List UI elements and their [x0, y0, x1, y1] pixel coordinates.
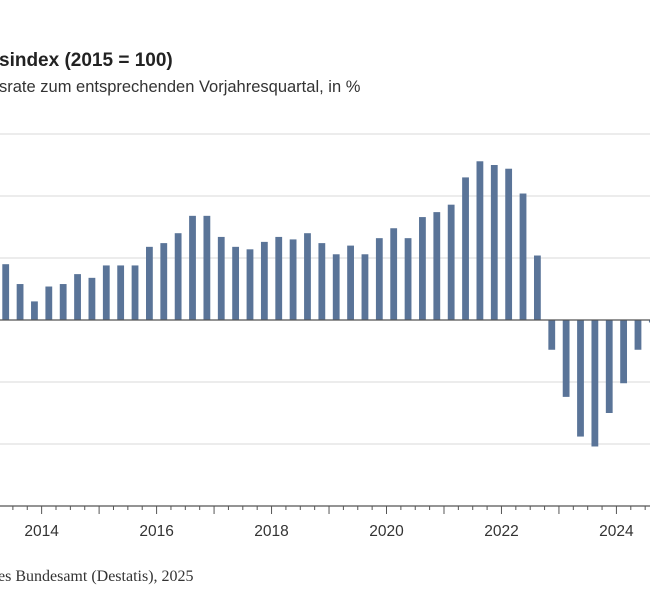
- bar: [620, 320, 628, 384]
- bar: [648, 320, 650, 323]
- bar: [117, 265, 125, 320]
- x-tick-label: 2018: [254, 523, 288, 540]
- chart-title: sindex (2015 = 100): [0, 50, 173, 71]
- bar: [462, 177, 469, 320]
- bar: [375, 238, 383, 320]
- bar: [548, 320, 556, 350]
- bar: [203, 215, 211, 320]
- bar: [519, 193, 527, 320]
- bar: [16, 284, 24, 320]
- x-tick-label: 2020: [369, 523, 404, 540]
- bar: [490, 165, 498, 320]
- bar: [74, 274, 81, 320]
- bar: [347, 245, 354, 320]
- bar: [505, 168, 513, 320]
- bar: [31, 301, 38, 320]
- bar: [275, 236, 283, 320]
- bar: [189, 215, 196, 320]
- bar: [131, 265, 139, 320]
- bar: [174, 233, 182, 320]
- bar: [390, 228, 398, 320]
- bar: [146, 246, 153, 320]
- bar: [2, 264, 10, 320]
- bar: [533, 255, 541, 320]
- bar: [634, 320, 642, 350]
- bar: [217, 236, 225, 320]
- chart-subtitle: srate zum entsprechenden Vorjahresquarta…: [0, 78, 361, 96]
- bar: [447, 204, 455, 320]
- bar: [562, 320, 570, 397]
- bar: [260, 241, 268, 320]
- bar: [45, 286, 53, 320]
- bar: [232, 246, 240, 320]
- chart-source: es Bundesamt (Destatis), 2025: [0, 568, 194, 585]
- bar: [246, 249, 254, 320]
- bar: [605, 320, 613, 413]
- x-tick-label: 2014: [24, 523, 59, 540]
- x-tick-label: 2024: [599, 523, 634, 540]
- bar: [476, 161, 484, 320]
- bar: [404, 238, 412, 320]
- bar: [59, 284, 67, 320]
- x-tick-label: 2016: [139, 523, 173, 540]
- bar: [591, 320, 599, 447]
- x-tick-label: 2022: [484, 523, 518, 540]
- bar: [289, 239, 297, 320]
- bar: [332, 254, 340, 320]
- bar: [88, 277, 96, 320]
- bar: [419, 217, 426, 320]
- bar: [433, 212, 441, 320]
- bar: [102, 265, 110, 320]
- bar: [304, 233, 311, 320]
- bar: [160, 243, 168, 320]
- bar: [318, 243, 326, 320]
- bar: [577, 320, 584, 437]
- bar: [361, 254, 369, 320]
